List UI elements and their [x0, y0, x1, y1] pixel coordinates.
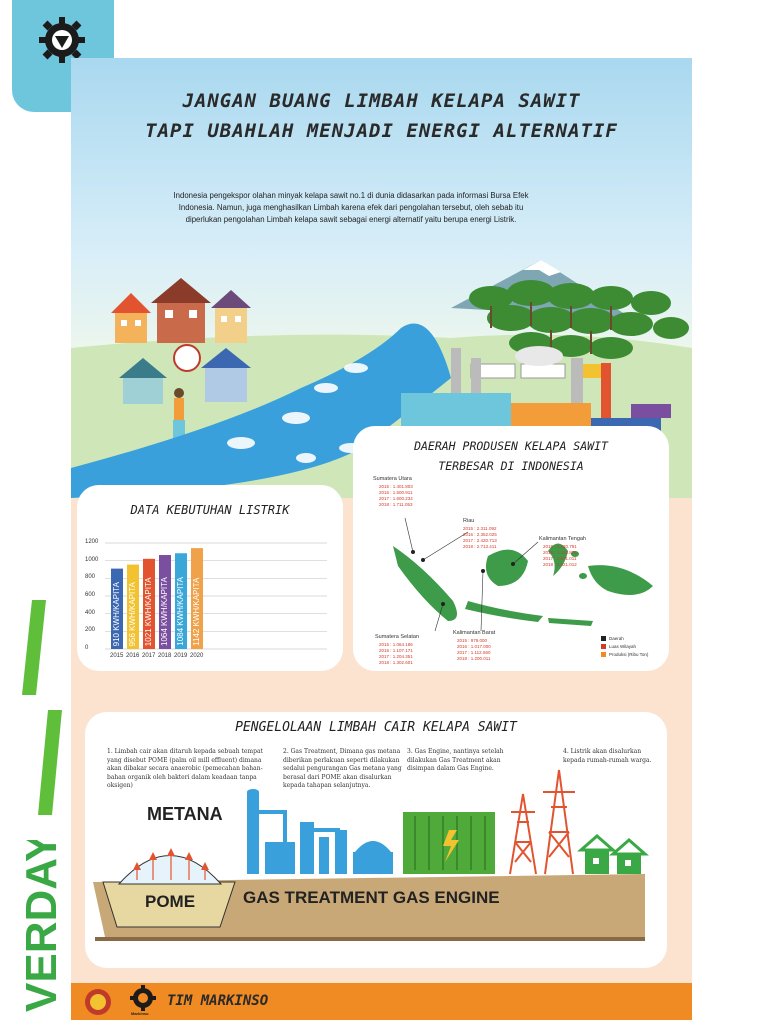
markinso-gear-icon	[130, 985, 156, 1011]
bar	[111, 568, 123, 649]
map-legend-item: Daerah	[601, 636, 624, 642]
map-title-line-2: TERBESAR DI INDONESIA	[438, 459, 584, 473]
bar	[143, 558, 155, 649]
x-tick-label: 2016	[126, 653, 140, 659]
indonesia-map	[393, 517, 653, 632]
process-illustration	[93, 769, 649, 941]
region-label: Riau	[463, 518, 475, 524]
x-tick-label: 2015	[110, 653, 124, 659]
y-tick-label: 600	[85, 592, 96, 598]
university-logo-icon	[85, 989, 111, 1015]
region-values: 2015 : 1.401.803 2016 : 1.500.911 2017 :…	[379, 484, 413, 507]
region-values: 2015 : 979.000 2016 : 1.017.000 2017 : 1…	[457, 638, 491, 661]
team-name: TIM MARKINSO	[167, 993, 269, 1009]
title-line-2: TAPI UBAHLAH MENJADI ENERGI ALTERNATIF	[145, 120, 618, 142]
process-step-1: 1. Limbah cair akan ditaruh kepada sebua…	[107, 748, 263, 789]
bar-value-label: 1021 KWH/KAPITA	[144, 577, 153, 646]
x-tick-label: 2019	[174, 653, 188, 659]
map-legend-item: Produksi (Ribu Ton)	[601, 652, 648, 658]
y-tick-label: 1200	[85, 539, 99, 545]
process-card: PENGELOLAAN LIMBAH CAIR KELAPA SAWIT 1. …	[85, 712, 667, 968]
y-tick-label: 800	[85, 574, 96, 581]
metana-label: METANA	[147, 804, 223, 824]
footer-logo-text: Markinso	[131, 1011, 149, 1016]
region-values: 2015 : 1.320.791 2016 : 1.413.879 2017 :…	[543, 544, 577, 567]
process-step-4: 4. Listrik akan disalurkan kepada rumah-…	[563, 748, 652, 764]
logo-badge	[12, 0, 114, 112]
bar	[191, 548, 203, 649]
gas-treatment-engine-label: GAS TREATMENT GAS ENGINE	[243, 888, 500, 907]
footer-bar: Markinso TIM MARKINSO	[71, 983, 692, 1020]
infographic-poster: JANGAN BUANG LIMBAH KELAPA SAWIT TAPI UB…	[71, 58, 692, 1020]
region-label: Sumatera Selatan	[375, 634, 420, 640]
map-title: DAERAH PRODUSEN KELAPA SAWIT TERBESAR DI…	[353, 436, 669, 476]
bar-value-label: 1064 KWH/KAPITA	[160, 577, 169, 646]
verday-side-text: VERDAY	[17, 840, 66, 1012]
gear-logo-icon	[39, 17, 85, 63]
intro-paragraph: Indonesia pengekspor olahan minyak kelap…	[173, 191, 529, 224]
electricity-chart-title: DATA KEBUTUHAN LISTRIK	[130, 503, 290, 517]
process-step-3: 3. Gas Engine, nantinya setelah dilakuka…	[407, 748, 504, 772]
bar-value-label: 910 KWH/KAPITA	[112, 581, 121, 646]
bar	[127, 564, 139, 649]
badge-circle	[173, 344, 201, 372]
house-icons	[577, 834, 649, 874]
pome-label: POME	[145, 892, 196, 911]
power-tower	[509, 769, 575, 875]
bar-value-label: 1084 KWH/KAPITA	[176, 577, 185, 646]
bar	[175, 553, 187, 649]
electricity-bar-chart	[105, 542, 327, 650]
gas-treatment-plant	[247, 789, 393, 874]
poster-title: JANGAN BUANG LIMBAH KELAPA SAWIT TAPI UB…	[71, 86, 692, 146]
bar-value-label: 1142 KWH/KAPITA	[192, 577, 201, 646]
y-tick-label: 1000	[85, 556, 99, 563]
palm-producer-map-card: DAERAH PRODUSEN KELAPA SAWIT TERBESAR DI…	[353, 426, 669, 671]
x-tick-label: 2020	[190, 653, 204, 659]
y-tick-label: 0	[85, 645, 89, 651]
region-values: 2015 : 1.064.186 2016 : 1.107.171 2017 :…	[379, 642, 413, 665]
palm-plantation	[469, 280, 689, 359]
title-line-1: JANGAN BUANG LIMBAH KELAPA SAWIT	[182, 90, 581, 112]
green-slash-decoration	[22, 600, 62, 815]
x-tick-label: 2017	[142, 653, 156, 659]
region-label: Kalimantan Tengah	[539, 536, 586, 542]
y-tick-label: 400	[85, 609, 96, 616]
region-values: 2015 : 2.311.092 2016 : 2.352.025 2017 :…	[463, 526, 497, 549]
lightning-icon	[443, 830, 459, 862]
map-title-line-1: DAERAH PRODUSEN KELAPA SAWIT	[414, 439, 608, 453]
x-tick-label: 2018	[158, 653, 172, 659]
bar-value-label: 956 KWH/KAPITA	[128, 581, 137, 646]
process-title: PENGELOLAAN LIMBAH CAIR KELAPA SAWIT	[235, 720, 517, 735]
svg-text:VERDAY: VERDAY	[17, 840, 66, 1012]
bar	[159, 555, 171, 649]
process-step-2: 2. Gas Treatment, Dimana gas metana dibe…	[283, 748, 402, 789]
region-label: Sumatera Utara	[373, 476, 412, 482]
map-legend-item: Luas Wilayah	[601, 644, 636, 650]
region-label: Kalimantan Barat	[453, 630, 496, 636]
houses	[111, 278, 251, 404]
electricity-chart-card: DATA KEBUTUHAN LISTRIK 0 200 400 600 800 1000…	[77, 485, 343, 671]
y-tick-label: 200	[85, 627, 96, 634]
